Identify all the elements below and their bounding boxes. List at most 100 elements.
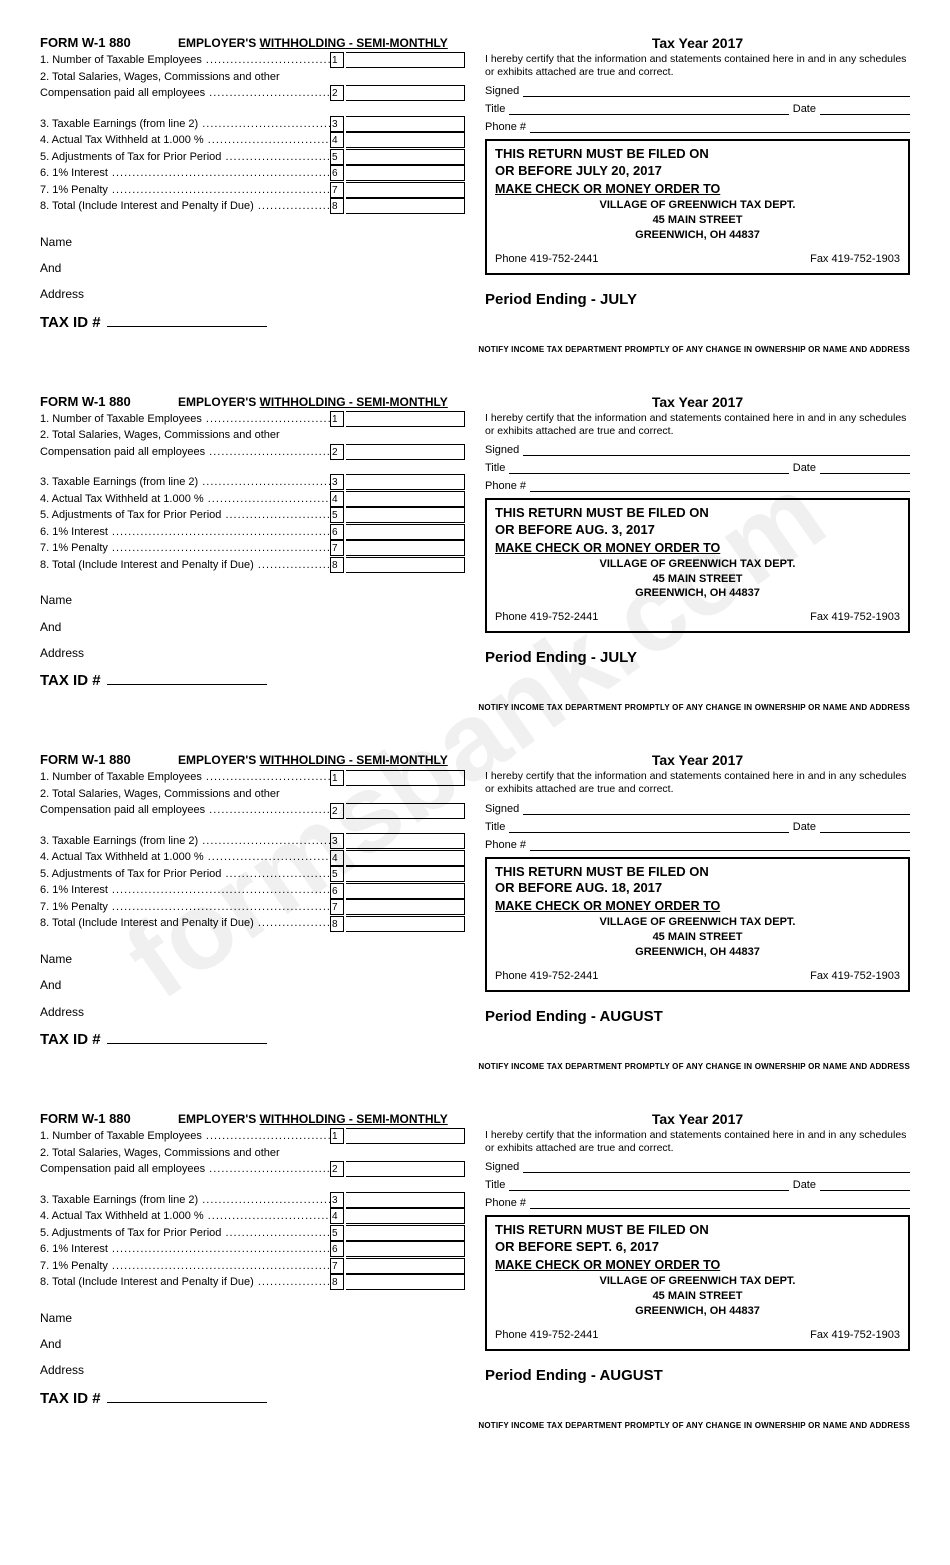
tax-id-input[interactable] <box>107 1402 267 1403</box>
name-label: Name <box>40 587 465 613</box>
line-7-input[interactable] <box>346 182 465 198</box>
line-1-num: 1 <box>330 1128 344 1144</box>
form-block-1: FORM W-1 880 EMPLOYER'S WITHHOLDING - SE… <box>40 20 910 379</box>
tax-id-input[interactable] <box>107 684 267 685</box>
line-7-label: 7. 1% Penalty <box>40 1258 330 1275</box>
line-8-num: 8 <box>330 557 344 573</box>
tax-id-label: TAX ID # <box>40 1390 465 1407</box>
line-3-input[interactable] <box>346 1192 465 1208</box>
form-code: FORM W-1 880 <box>40 1111 131 1126</box>
tax-id-text: TAX ID # <box>40 1031 101 1048</box>
line-4-input[interactable] <box>346 491 465 507</box>
line-1-input[interactable] <box>346 411 465 427</box>
form-code: FORM W-1 880 <box>40 35 131 50</box>
signed-input[interactable] <box>523 85 910 97</box>
line-4-input[interactable] <box>346 132 465 148</box>
phone-input[interactable] <box>530 1197 910 1209</box>
line-2a-label: 2. Total Salaries, Wages, Commissions an… <box>40 427 330 444</box>
line-6-input[interactable] <box>346 165 465 181</box>
line-5-input[interactable] <box>346 507 465 523</box>
line-3-input[interactable] <box>346 474 465 490</box>
line-2-input[interactable] <box>346 85 465 101</box>
line-1-input[interactable] <box>346 1128 465 1144</box>
line-1-input[interactable] <box>346 52 465 68</box>
line-2a-label: 2. Total Salaries, Wages, Commissions an… <box>40 1145 330 1162</box>
line-6-input[interactable] <box>346 883 465 899</box>
phone-label: Phone # <box>485 480 526 492</box>
line-2-num: 2 <box>330 85 344 101</box>
phone-number: Phone 419-752-2441 <box>495 253 598 265</box>
line-8-input[interactable] <box>346 198 465 214</box>
line-8-input[interactable] <box>346 1274 465 1290</box>
line-2a-label: 2. Total Salaries, Wages, Commissions an… <box>40 69 330 86</box>
line-8-label: 8. Total (Include Interest and Penalty i… <box>40 557 330 574</box>
form-title: EMPLOYER'S WITHHOLDING - SEMI-MONTHLY <box>161 36 465 50</box>
line-3-input[interactable] <box>346 116 465 132</box>
form-title-main: WITHHOLDING - SEMI-MONTHLY <box>260 36 448 50</box>
notice-box: THIS RETURN MUST BE FILED ON OR BEFORE J… <box>485 139 910 274</box>
tax-id-text: TAX ID # <box>40 314 101 331</box>
line-7-input[interactable] <box>346 1258 465 1274</box>
phone-number: Phone 419-752-2441 <box>495 1329 598 1341</box>
phone-input[interactable] <box>530 839 910 851</box>
line-1-input[interactable] <box>346 770 465 786</box>
line-7-input[interactable] <box>346 899 465 915</box>
phone-input[interactable] <box>530 480 910 492</box>
line-7-num: 7 <box>330 540 344 556</box>
line-2b-label: Compensation paid all employees <box>40 1161 330 1178</box>
line-2-input[interactable] <box>346 803 465 819</box>
line-2b-label: Compensation paid all employees <box>40 802 330 819</box>
signed-input[interactable] <box>523 1161 910 1173</box>
date-label: Date <box>793 462 816 474</box>
title-input[interactable] <box>509 1179 788 1191</box>
line-4-input[interactable] <box>346 1208 465 1224</box>
line-8-input[interactable] <box>346 557 465 573</box>
name-label: Name <box>40 229 465 255</box>
line-6-input[interactable] <box>346 1241 465 1257</box>
title-label: Title <box>485 1179 505 1191</box>
phone-label: Phone # <box>485 1197 526 1209</box>
deadline-line: OR BEFORE SEPT. 6, 2017 <box>495 1239 900 1256</box>
line-8-num: 8 <box>330 916 344 932</box>
title-input[interactable] <box>509 462 788 474</box>
notify-line: NOTIFY INCOME TAX DEPARTMENT PROMPTLY OF… <box>40 1062 910 1071</box>
tax-id-input[interactable] <box>107 326 267 327</box>
tax-id-input[interactable] <box>107 1043 267 1044</box>
filed-on-line: THIS RETURN MUST BE FILED ON <box>495 146 900 163</box>
line-4-input[interactable] <box>346 850 465 866</box>
date-input[interactable] <box>820 821 910 833</box>
line-3-input[interactable] <box>346 833 465 849</box>
line-7-num: 7 <box>330 182 344 198</box>
fax-number: Fax 419-752-1903 <box>810 611 900 623</box>
line-5-input[interactable] <box>346 149 465 165</box>
notify-line: NOTIFY INCOME TAX DEPARTMENT PROMPTLY OF… <box>40 345 910 354</box>
line-5-input[interactable] <box>346 866 465 882</box>
date-input[interactable] <box>820 1179 910 1191</box>
line-8-num: 8 <box>330 198 344 214</box>
line-5-input[interactable] <box>346 1225 465 1241</box>
phone-label: Phone # <box>485 839 526 851</box>
signed-input[interactable] <box>523 444 910 456</box>
line-1-num: 1 <box>330 411 344 427</box>
line-7-label: 7. 1% Penalty <box>40 540 330 557</box>
title-input[interactable] <box>509 103 788 115</box>
line-8-num: 8 <box>330 1274 344 1290</box>
line-4-label: 4. Actual Tax Withheld at 1.000 % <box>40 1208 330 1225</box>
line-7-input[interactable] <box>346 540 465 556</box>
line-6-label: 6. 1% Interest <box>40 165 330 182</box>
form-title-prefix: EMPLOYER'S <box>178 1112 260 1126</box>
date-input[interactable] <box>820 462 910 474</box>
line-6-input[interactable] <box>346 524 465 540</box>
line-5-num: 5 <box>330 149 344 165</box>
line-2-num: 2 <box>330 1161 344 1177</box>
phone-input[interactable] <box>530 121 910 133</box>
title-label: Title <box>485 821 505 833</box>
line-2-input[interactable] <box>346 444 465 460</box>
date-input[interactable] <box>820 103 910 115</box>
title-input[interactable] <box>509 821 788 833</box>
line-2-input[interactable] <box>346 1161 465 1177</box>
period-ending: Period Ending - AUGUST <box>485 1367 910 1384</box>
line-3-num: 3 <box>330 116 344 132</box>
signed-input[interactable] <box>523 803 910 815</box>
line-8-input[interactable] <box>346 916 465 932</box>
